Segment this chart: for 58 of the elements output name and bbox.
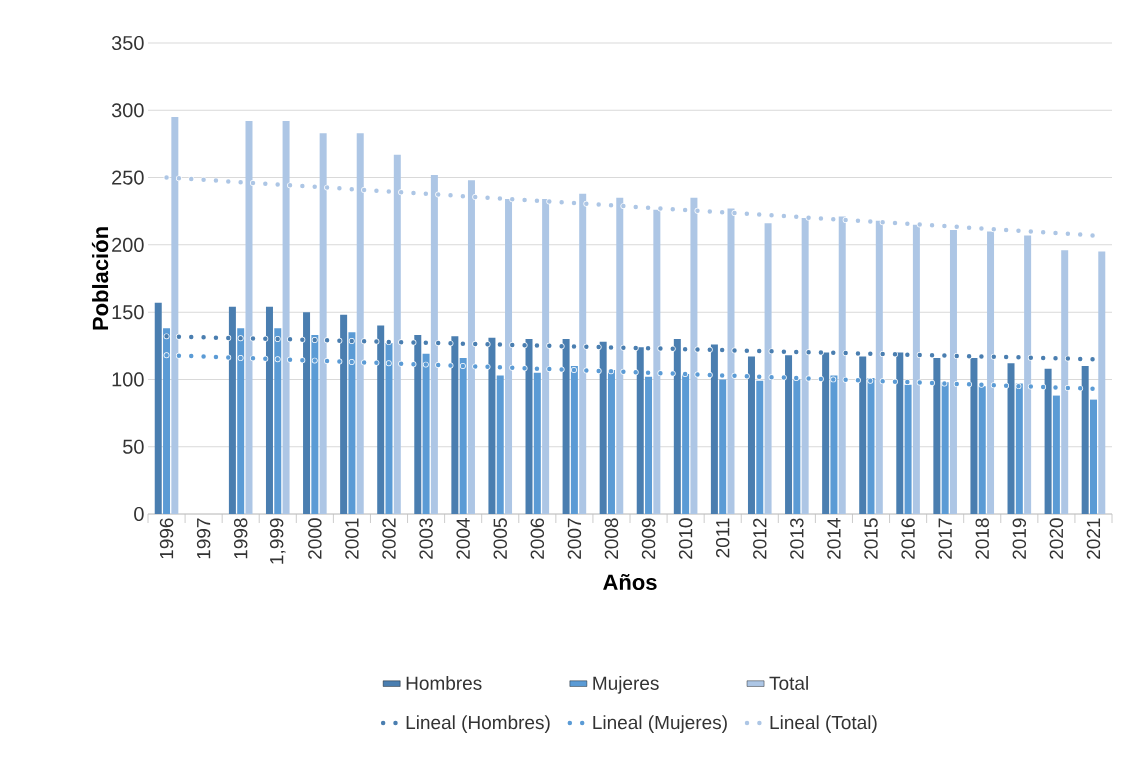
x-tick-label: 2008 [604, 518, 619, 559]
legend-label: Lineal (Mujeres) [593, 715, 727, 733]
legend-label: Lineal (Hombres) [406, 715, 550, 733]
bar [1007, 363, 1015, 514]
x-tick-label: 1998 [233, 518, 248, 559]
x-tick-label: 2007 [567, 518, 582, 559]
x-tick-label: 2000 [308, 518, 322, 559]
bar [1044, 368, 1052, 514]
x-tick-label: 2003 [419, 518, 433, 559]
legend-label: Hombres [406, 675, 482, 690]
x-tick-label: 2021 [1086, 518, 1101, 559]
x-tick-label: 1996 [159, 518, 174, 559]
legend-label: Mujeres [593, 675, 659, 694]
bar [1098, 251, 1106, 514]
bar [1052, 395, 1060, 514]
bar [496, 375, 504, 514]
legend-label: Lineal (Total) [770, 715, 877, 733]
x-tick-label: 2016 [901, 518, 915, 559]
x-tick-label: 2001 [345, 518, 359, 559]
y-tick-label: 250 [112, 170, 144, 185]
x-tick-label: 2019 [1012, 518, 1027, 559]
y-tick-label: 200 [112, 237, 144, 252]
bar [1061, 250, 1069, 514]
x-tick-label: 2015 [864, 518, 878, 559]
bar [859, 356, 867, 514]
x-tick-label: 2017 [938, 518, 952, 559]
y-tick-label: 300 [111, 103, 144, 118]
bar [785, 355, 793, 514]
x-tick-label: 2012 [753, 518, 767, 559]
x-tick-label: 1997 [196, 518, 211, 559]
y-tick-label: 150 [112, 305, 144, 320]
x-tick-label: 2020 [1049, 518, 1064, 559]
bar [756, 380, 764, 514]
x-tick-label: 1,999 [269, 518, 286, 564]
x-tick-label: 2002 [382, 518, 396, 559]
bar [533, 372, 541, 514]
bar [1089, 399, 1097, 514]
x-tick-label: 2006 [530, 518, 545, 559]
y-tick-label: 350 [111, 35, 144, 51]
x-tick-label: 2010 [678, 518, 693, 559]
y-tick-label: 100 [112, 372, 144, 387]
y-tick-label: 0 [134, 506, 144, 522]
bar [747, 356, 755, 514]
bar [764, 223, 772, 514]
x-tick-label: 2005 [493, 518, 507, 559]
x-tick-label: 2014 [827, 518, 841, 559]
x-tick-label: 2013 [790, 518, 804, 559]
x-tick-label: 2018 [975, 518, 989, 559]
y-tick-label: 50 [123, 439, 144, 454]
x-tick-label: 2009 [641, 518, 656, 559]
bar [1081, 365, 1089, 514]
y-axis-title: Población [91, 227, 109, 330]
bar [645, 376, 653, 514]
x-tick-label: 2011 [715, 518, 730, 558]
bar [154, 302, 162, 514]
x-axis-title: Años [603, 573, 657, 591]
x-tick-label: 2004 [456, 518, 470, 559]
legend-label: Total [769, 675, 808, 690]
